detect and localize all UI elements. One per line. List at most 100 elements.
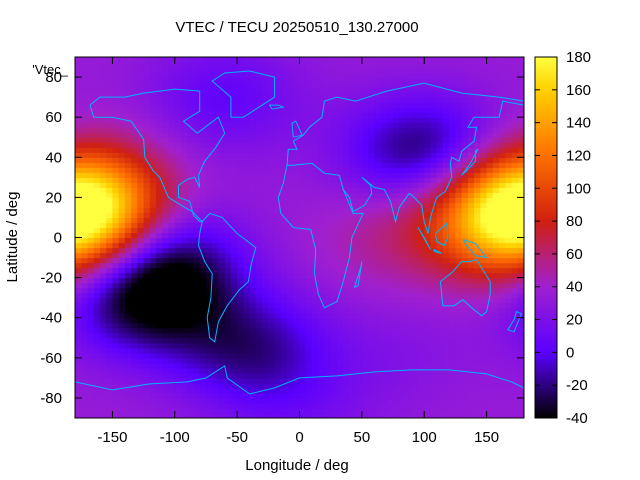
heatmap-cell — [75, 277, 82, 284]
heatmap-cell — [280, 272, 288, 279]
heatmap-cell — [374, 92, 382, 98]
heatmap-cell — [386, 212, 394, 219]
heatmap-cell — [380, 282, 388, 289]
heatmap-cell — [517, 82, 524, 88]
heatmap-cell — [399, 247, 407, 254]
heatmap-cell — [442, 97, 450, 103]
heatmap-cell — [399, 77, 407, 83]
heatmap-cell — [168, 292, 176, 299]
heatmap-cell — [324, 272, 332, 279]
heatmap-cell — [393, 412, 400, 418]
heatmap-cell — [143, 107, 151, 113]
heatmap-cell — [299, 87, 307, 93]
heatmap-cell — [243, 207, 251, 214]
heatmap-cell — [486, 242, 494, 249]
heatmap-cell — [374, 262, 382, 269]
heatmap-cell — [411, 192, 419, 198]
heatmap-cell — [449, 362, 457, 369]
heatmap-cell — [199, 82, 207, 88]
heatmap-cell — [355, 247, 363, 254]
heatmap-cell — [255, 337, 263, 344]
heatmap-cell — [262, 312, 269, 319]
heatmap-cell — [336, 237, 344, 244]
heatmap-cell — [505, 402, 513, 409]
heatmap-cell — [355, 87, 363, 93]
heatmap-cell — [336, 297, 344, 304]
heatmap-cell — [461, 192, 469, 198]
heatmap-cell — [99, 322, 107, 329]
heatmap-cell — [131, 177, 138, 183]
heatmap-cell — [368, 177, 375, 183]
heatmap-cell — [480, 192, 488, 198]
heatmap-cell — [343, 72, 350, 78]
heatmap-cell — [156, 382, 163, 389]
heatmap-cell — [212, 77, 220, 83]
heatmap-cell — [268, 207, 276, 214]
heatmap-cell — [181, 172, 188, 178]
heatmap-cell — [499, 402, 506, 409]
heatmap-cell — [181, 267, 188, 274]
heatmap-cell — [181, 292, 188, 299]
heatmap-cell — [517, 347, 524, 354]
heatmap-cell — [511, 262, 519, 269]
heatmap-cell — [511, 252, 519, 259]
heatmap-cell — [499, 257, 506, 264]
heatmap-cell — [237, 377, 244, 384]
heatmap-cell — [349, 222, 357, 229]
heatmap-cell — [224, 237, 232, 244]
heatmap-cell — [287, 247, 294, 254]
heatmap-cell — [255, 212, 263, 219]
heatmap-cell — [218, 242, 226, 249]
heatmap-cell — [75, 72, 82, 78]
heatmap-cell — [330, 217, 338, 224]
heatmap-cell — [143, 72, 151, 78]
heatmap-cell — [492, 207, 500, 214]
heatmap-cell — [361, 212, 369, 219]
heatmap-cell — [517, 262, 524, 269]
heatmap-cell — [361, 357, 369, 364]
heatmap-cell — [168, 392, 176, 399]
heatmap-cell — [517, 227, 524, 234]
heatmap-cell — [411, 172, 419, 178]
heatmap-cell — [424, 247, 432, 254]
heatmap-cell — [149, 277, 157, 284]
heatmap-cell — [118, 247, 126, 254]
heatmap-cell — [399, 127, 407, 133]
heatmap-cell — [517, 387, 524, 394]
heatmap-cell — [299, 297, 307, 304]
heatmap-cell — [174, 377, 182, 384]
heatmap-cell — [181, 277, 188, 284]
heatmap-cell — [255, 202, 263, 209]
heatmap-cell — [174, 287, 182, 294]
heatmap-cell — [255, 322, 263, 329]
heatmap-cell — [318, 167, 326, 173]
heatmap-cell — [181, 362, 188, 369]
heatmap-cell — [505, 367, 513, 374]
heatmap-cell — [517, 157, 524, 163]
heatmap-cell — [293, 362, 301, 369]
heatmap-cell — [399, 342, 407, 349]
heatmap-cell — [499, 292, 506, 299]
heatmap-cell — [199, 312, 207, 319]
heatmap-cell — [517, 297, 524, 304]
heatmap-cell — [218, 217, 226, 224]
heatmap-cell — [280, 297, 288, 304]
heatmap-cell — [318, 247, 326, 254]
heatmap-cell — [118, 172, 126, 178]
heatmap-cell — [280, 157, 288, 163]
heatmap-cell — [262, 82, 269, 88]
heatmap-cell — [243, 407, 251, 414]
heatmap-cell — [343, 407, 350, 414]
heatmap-cell — [237, 222, 244, 229]
heatmap-cell — [106, 97, 114, 103]
heatmap-cell — [349, 377, 357, 384]
heatmap-cell — [112, 302, 120, 309]
heatmap-cell — [324, 92, 332, 98]
heatmap-cell — [386, 347, 394, 354]
heatmap-cell — [449, 267, 457, 274]
heatmap-cell — [168, 127, 176, 133]
heatmap-cell — [193, 167, 201, 173]
heatmap-cell — [449, 217, 457, 224]
heatmap-cell — [505, 387, 513, 394]
heatmap-cell — [499, 392, 506, 399]
